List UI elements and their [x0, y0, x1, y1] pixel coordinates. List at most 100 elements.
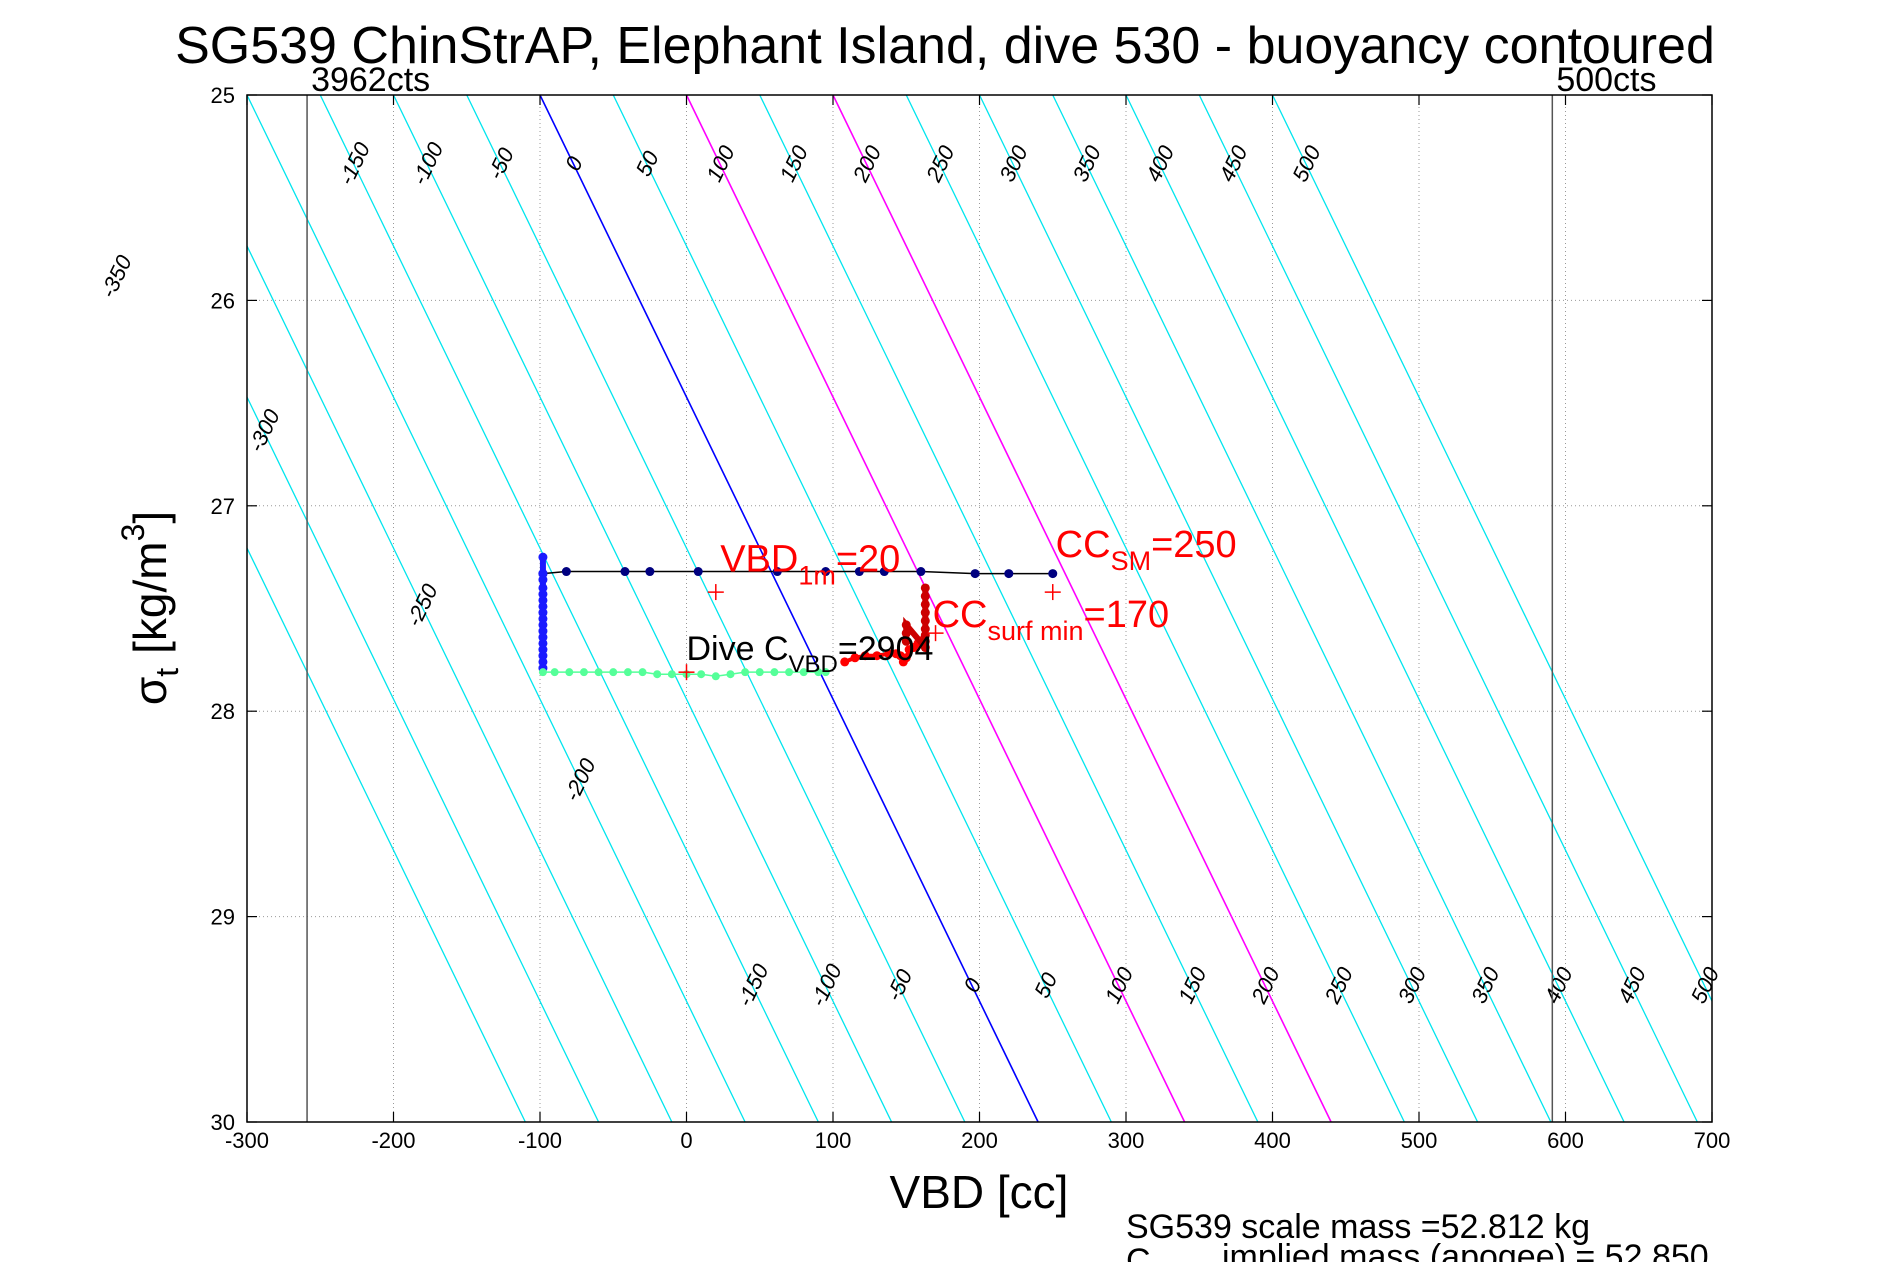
series-point-climb-thick [920, 636, 930, 646]
annotation-text: CCSM=250 [1056, 524, 1237, 576]
contour-label-left: -250 [401, 579, 443, 630]
y-tick-label: 27 [211, 494, 235, 519]
series-point-pump-column [538, 575, 548, 585]
series-point-dive-bottom [653, 670, 662, 679]
footer-c: C [1126, 1242, 1151, 1262]
vbd-limit-label: 500cts [1556, 61, 1656, 99]
y-axis-label-close: ] [124, 511, 176, 524]
series-point-pump-column [538, 620, 548, 630]
contour-label-top: 500 [1287, 141, 1326, 186]
series-point-climb [872, 651, 882, 661]
series-point-dive-bottom [741, 668, 750, 677]
series-point-apogee-surface [1048, 569, 1058, 579]
series-point-dive-bottom [755, 668, 764, 677]
contour-label-top: 350 [1067, 141, 1106, 186]
plus-marker [927, 625, 944, 642]
series-point-climb [840, 657, 850, 667]
y-tick-label: 25 [211, 83, 235, 108]
annotation-text: CCsurf min=170 [933, 594, 1170, 646]
annotation-text: Dive CVBD=2904 [687, 630, 934, 678]
contour-line [612, 95, 1112, 1122]
series-point-apogee-surface [561, 567, 571, 577]
contour-label-top: 200 [847, 141, 886, 187]
series-point-pump-column [538, 569, 548, 579]
contour-line [832, 95, 1332, 1122]
series-point-apogee-surface [916, 567, 926, 577]
contour-line [319, 95, 819, 1122]
series-point-dive-bottom [565, 668, 574, 677]
contour-label-bottom: -100 [805, 959, 847, 1010]
series-point-apogee-surface [1004, 569, 1014, 579]
series-point-dive-bottom [814, 668, 823, 677]
series-point-dive-bottom [594, 668, 603, 677]
y-axis-label-sub: t [149, 668, 185, 677]
contour-line [247, 244, 673, 1122]
contour-label-bottom: 100 [1100, 963, 1139, 1008]
series-point-dive-bottom [638, 668, 647, 677]
x-tick-label: 500 [1401, 1128, 1438, 1153]
contour-label-top: -100 [407, 138, 449, 189]
data-series [538, 552, 1061, 681]
x-axis-label: VBD [cc] [890, 1166, 1069, 1218]
contour-line [685, 95, 1186, 1122]
contour-label-left: -300 [243, 405, 285, 456]
footer-text: SG539 scale mass =52.812 kg C implied ma… [1126, 1208, 1709, 1262]
axis-ticks: -300 -200 -100 0 100 200 300 400 500 600 700252627… [211, 83, 1731, 1153]
plus-marker [707, 584, 724, 601]
x-tick-label: -300 [225, 1128, 269, 1153]
contour-label-bottom: 300 [1393, 963, 1432, 1008]
series-point-apogee-surface [879, 567, 889, 577]
contour-label-bottom: 250 [1319, 963, 1358, 1009]
contour-label-top: -150 [333, 138, 375, 189]
series-point-climb-thick [901, 620, 911, 630]
vbd-limits: 3962cts 500cts [306, 61, 1657, 1122]
contour-line [759, 95, 1259, 1122]
x-tick-label: 300 [1108, 1128, 1145, 1153]
x-tick-label: 100 [815, 1128, 852, 1153]
series-point-apogee-surface [693, 567, 703, 577]
series-point-pump-column [538, 552, 548, 562]
series-point-climb-thick [901, 636, 911, 646]
series-point-climb-thick [920, 608, 930, 618]
series-point-climb-thick [901, 628, 911, 638]
y-axis-label-sup: 3 [115, 524, 151, 542]
y-tick-label: 29 [211, 905, 235, 930]
series-point-dive-bottom [550, 668, 559, 677]
series-point-dive-bottom [538, 668, 547, 677]
contour-line [247, 546, 526, 1122]
footer-scale-mass: SG539 scale mass =52.812 kg [1126, 1208, 1590, 1246]
contour-line [978, 95, 1479, 1122]
series-point-pump-column [538, 632, 548, 642]
plus-marker [678, 664, 695, 681]
y-tick-label: 26 [211, 288, 235, 313]
y-tick-label: 30 [211, 1110, 235, 1135]
contour-label-top: 0 [560, 152, 588, 175]
series-point-dive-bottom [579, 668, 588, 677]
buoyancy-contours [247, 95, 1712, 1122]
footer-implied-mass: implied mass (apogee) = 52.850 [1222, 1238, 1709, 1262]
series-point-pump-column [538, 595, 548, 605]
contour-label-bottom: 500 [1686, 963, 1725, 1008]
vbd-limit-label: 3962cts [311, 61, 430, 99]
series-point-dive-bottom [726, 670, 735, 679]
contour-line [247, 395, 600, 1122]
contour-line [905, 95, 1405, 1122]
plus-marker [1044, 584, 1061, 601]
series-point-pump-column [538, 645, 548, 655]
series-point-pump-column [538, 601, 548, 611]
series-point-climb-thick [920, 616, 930, 626]
contour-label-bottom: 200 [1246, 963, 1285, 1009]
series-point-apogee-surface [821, 567, 831, 577]
series-point-apogee-surface [970, 569, 980, 579]
y-axis-label-symbol: σ [124, 677, 176, 705]
contour-label-top: 250 [921, 141, 960, 187]
series-point-climb [901, 653, 911, 663]
series-point-pump-column [538, 638, 548, 648]
series-point-pump-column [538, 657, 548, 667]
series-point-pump-column [538, 626, 548, 636]
x-tick-label: 400 [1254, 1128, 1291, 1153]
x-tick-label: 0 [680, 1128, 692, 1153]
series-point-dive-bottom [770, 668, 779, 677]
